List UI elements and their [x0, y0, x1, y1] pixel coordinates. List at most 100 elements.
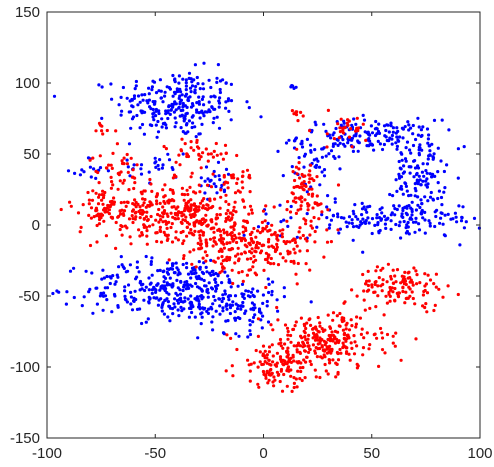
data-point-series-2: [270, 233, 274, 237]
data-point-series-2: [381, 266, 385, 270]
data-point-series-1: [139, 172, 144, 176]
data-point-series-1: [433, 224, 437, 229]
data-point-series-2: [283, 323, 288, 327]
data-point-series-1: [331, 144, 335, 148]
data-point-series-1: [328, 223, 332, 227]
data-point-series-2: [243, 205, 247, 209]
data-point-series-1: [428, 172, 432, 176]
data-point-series-1: [279, 220, 283, 224]
data-point-series-2: [133, 181, 137, 185]
data-point-series-1: [121, 85, 125, 90]
data-point-series-2: [182, 239, 186, 243]
data-point-series-1: [226, 274, 230, 278]
data-point-series-2: [162, 144, 166, 149]
data-point-series-2: [138, 205, 142, 209]
data-point-series-1: [322, 174, 327, 178]
data-point-series-2: [267, 378, 271, 382]
data-point-series-2: [313, 229, 317, 234]
data-point-series-2: [329, 240, 333, 244]
data-point-series-2: [236, 246, 240, 250]
data-point-series-1: [123, 294, 127, 298]
data-point-series-2: [145, 234, 149, 238]
data-point-series-2: [298, 176, 302, 180]
data-point-series-2: [379, 326, 383, 331]
data-point-series-1: [197, 274, 201, 278]
data-point-series-1: [154, 107, 158, 112]
data-point-series-1: [334, 126, 338, 131]
data-point-series-2: [180, 137, 184, 141]
data-point-series-2: [295, 147, 299, 151]
data-point-series-1: [178, 292, 183, 296]
data-point-series-2: [318, 324, 322, 328]
data-point-series-2: [304, 326, 308, 331]
data-point-series-2: [373, 282, 377, 287]
data-point-series-2: [323, 328, 327, 332]
data-point-series-1: [156, 130, 161, 134]
data-point-series-1: [128, 110, 133, 114]
data-point-series-1: [290, 165, 294, 169]
data-point-series-2: [158, 214, 162, 218]
data-point-series-2: [296, 341, 301, 345]
data-point-series-1: [300, 139, 304, 143]
data-point-series-1: [171, 262, 175, 266]
data-point-series-1: [139, 163, 144, 167]
data-point-series-2: [285, 219, 289, 223]
data-point-series-2: [231, 281, 235, 286]
data-point-series-1: [187, 119, 191, 123]
data-point-series-1: [320, 155, 324, 159]
data-point-series-1: [388, 192, 392, 197]
data-point-series-2: [233, 191, 238, 195]
data-point-series-2: [254, 243, 258, 247]
data-point-series-1: [459, 219, 464, 223]
data-point-series-2: [224, 200, 228, 204]
data-point-series-2: [256, 365, 260, 369]
data-point-series-1: [369, 124, 373, 128]
data-point-series-1: [431, 172, 435, 176]
data-point-series-2: [111, 183, 115, 187]
y-tick-label: 50: [23, 146, 40, 163]
data-point-series-1: [167, 304, 171, 308]
data-point-series-1: [305, 190, 309, 194]
data-point-series-2: [235, 153, 239, 158]
data-point-series-2: [120, 159, 124, 163]
data-point-series-1: [209, 178, 213, 182]
data-point-series-2: [172, 199, 176, 203]
data-point-series-2: [331, 333, 335, 337]
data-point-series-1: [413, 230, 417, 234]
data-point-series-1: [391, 130, 395, 134]
data-point-series-1: [389, 213, 393, 217]
y-tick-label: -100: [10, 359, 40, 376]
data-point-series-1: [427, 219, 431, 223]
data-point-series-1: [154, 91, 159, 95]
data-point-series-2: [289, 374, 293, 378]
data-point-series-2: [97, 222, 101, 226]
data-point-series-2: [155, 231, 159, 235]
data-point-series-2: [248, 190, 252, 194]
data-point-series-1: [210, 320, 214, 324]
data-point-series-1: [276, 149, 280, 153]
data-point-series-1: [331, 214, 335, 218]
data-point-series-2: [106, 203, 110, 208]
data-point-series-1: [440, 118, 444, 122]
data-point-series-1: [176, 268, 180, 272]
data-point-series-1: [336, 212, 340, 216]
data-point-series-2: [98, 154, 102, 158]
data-point-series-2: [86, 190, 90, 195]
data-point-series-1: [173, 125, 177, 129]
data-point-series-1: [336, 215, 340, 219]
data-point-series-1: [168, 112, 172, 116]
data-point-series-2: [249, 237, 253, 241]
data-point-series-2: [237, 271, 241, 275]
data-point-series-1: [218, 96, 222, 100]
data-point-series-1: [142, 132, 146, 136]
data-point-series-1: [252, 294, 256, 299]
data-point-series-1: [97, 83, 101, 87]
data-point-series-2: [297, 196, 301, 200]
data-point-series-2: [169, 225, 173, 230]
data-point-series-1: [135, 260, 139, 264]
data-point-series-1: [432, 152, 436, 156]
data-point-series-1: [229, 82, 233, 86]
data-point-series-1: [252, 315, 256, 320]
data-point-series-2: [232, 205, 236, 209]
data-point-series-2: [294, 320, 298, 324]
